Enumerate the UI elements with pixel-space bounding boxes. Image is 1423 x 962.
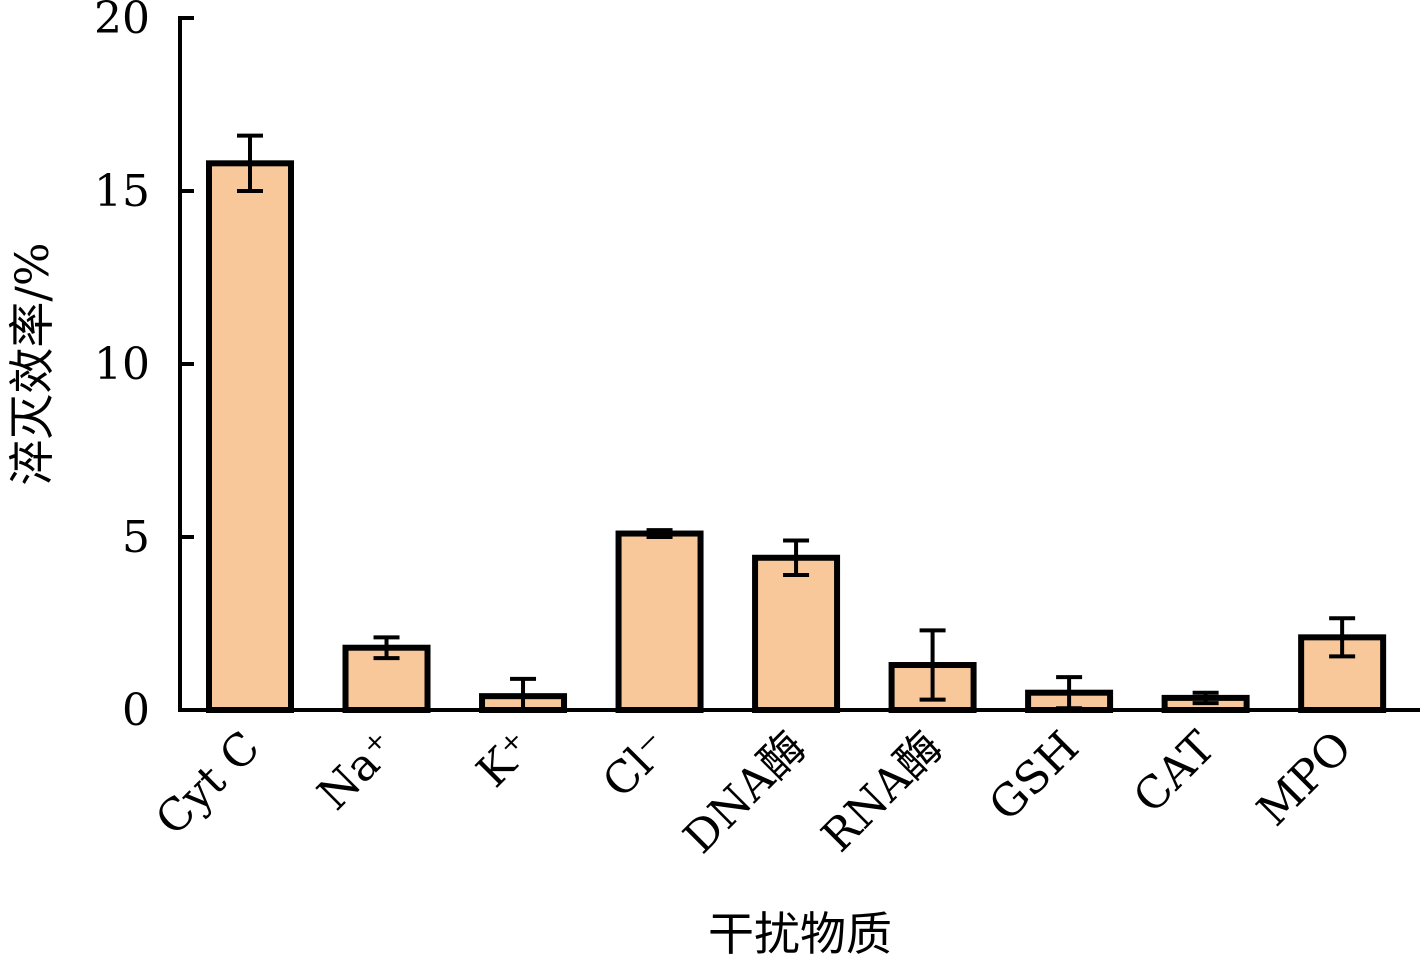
bar bbox=[206, 160, 294, 713]
x-category-label: Cyt C bbox=[146, 722, 270, 846]
y-tick-label: 20 bbox=[94, 0, 150, 44]
x-category-label: GSH bbox=[980, 722, 1089, 831]
x-category-label: RNA酶 bbox=[812, 722, 952, 862]
y-tick-label: 15 bbox=[94, 166, 150, 217]
bars-group bbox=[206, 160, 1387, 714]
x-category-label: Na⁺ bbox=[308, 722, 406, 820]
y-axis-title: 淬灭效率/% bbox=[5, 242, 59, 485]
x-category-label: Cl⁻ bbox=[593, 722, 679, 808]
y-tick-label: 0 bbox=[122, 685, 150, 736]
y-tick-label: 5 bbox=[122, 512, 150, 563]
x-axis-title: 干扰物质 bbox=[708, 907, 892, 961]
x-category-label: MPO bbox=[1248, 722, 1362, 836]
x-category-label: CAT bbox=[1124, 722, 1225, 823]
bar bbox=[615, 530, 704, 713]
x-category-label: K⁺ bbox=[467, 722, 543, 798]
x-category-label: DNA酶 bbox=[674, 722, 816, 864]
y-tick-label: 10 bbox=[94, 339, 150, 390]
bar bbox=[752, 554, 841, 714]
y-ticks-group: 0 5 10 15 20 bbox=[94, 0, 194, 736]
